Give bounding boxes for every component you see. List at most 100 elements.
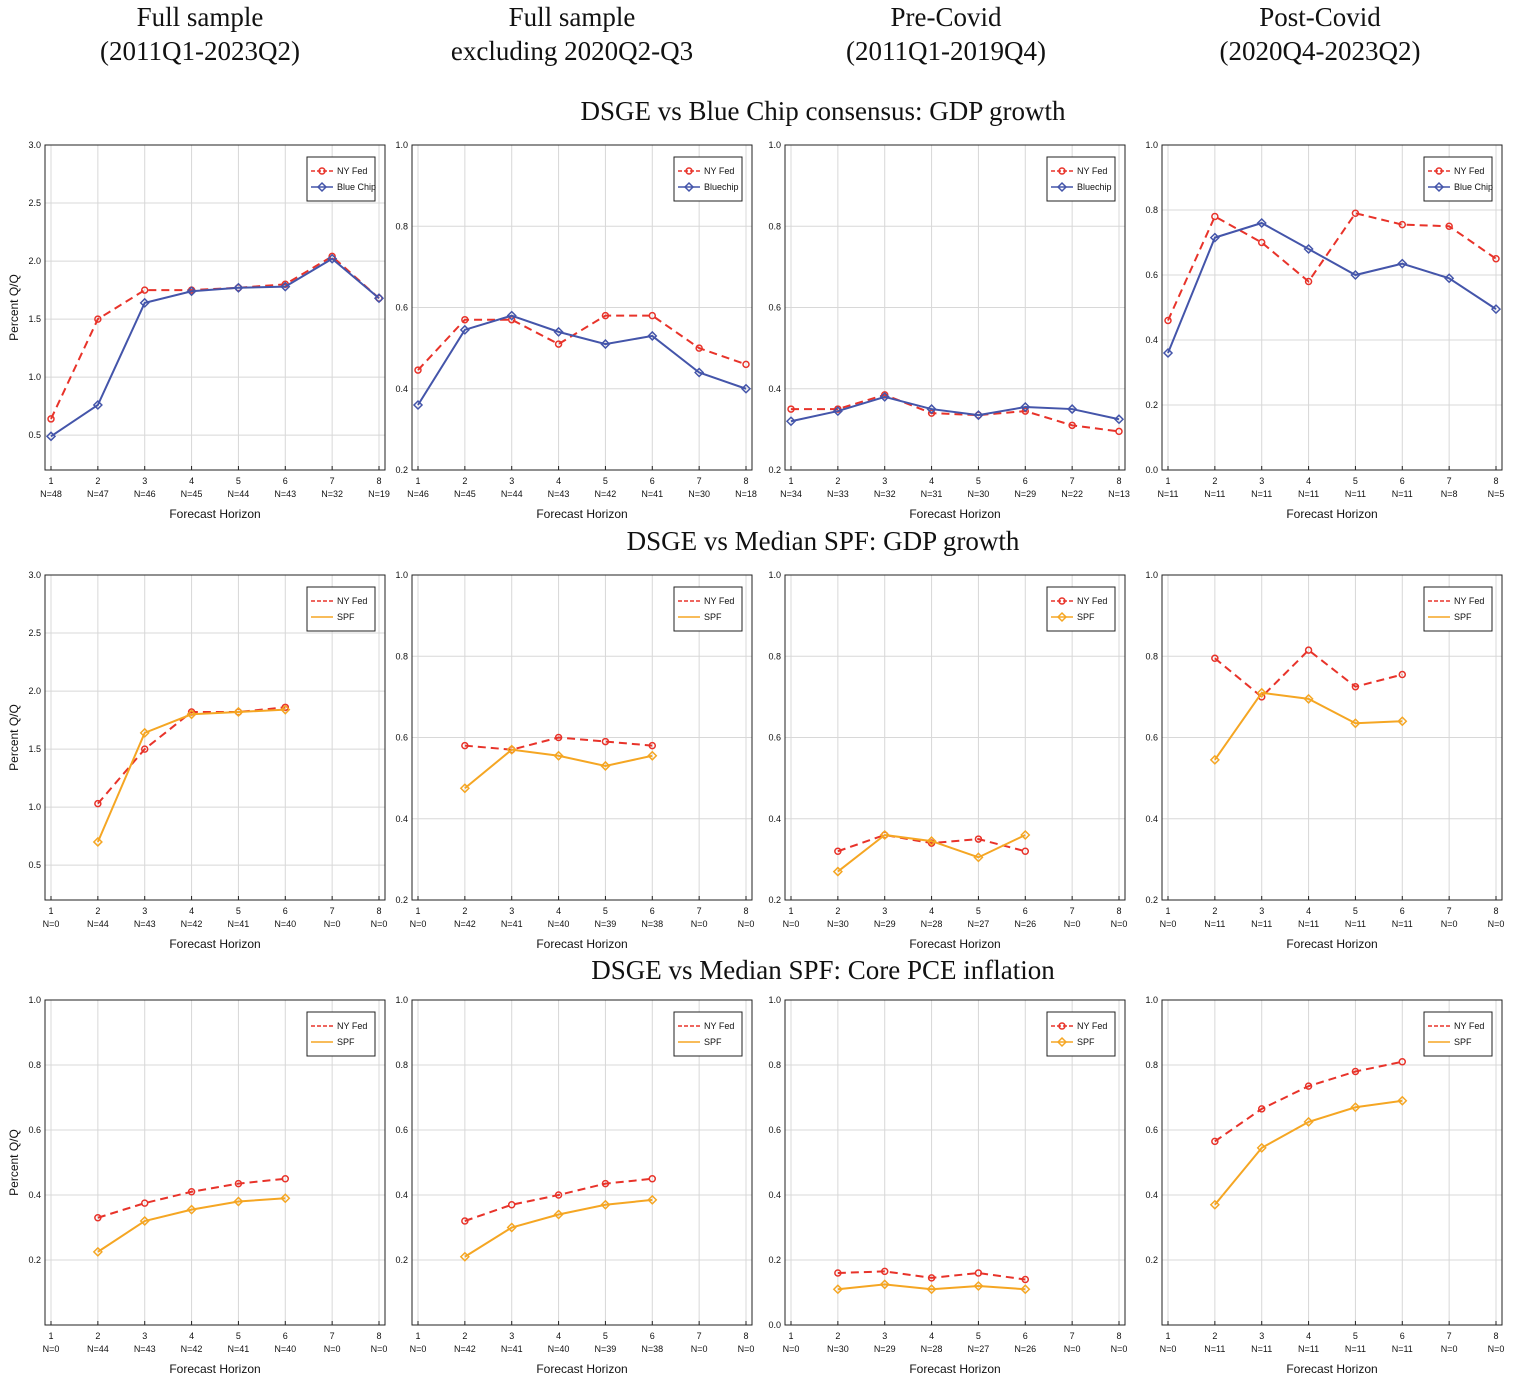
n-label: N=41	[228, 1344, 250, 1354]
y-tick-label: 0.6	[1145, 733, 1158, 743]
n-label: N=0	[783, 919, 800, 929]
marker	[554, 1191, 563, 1199]
y-tick-label: 1.0	[768, 140, 781, 150]
column-header: (2020Q4-2023Q2)	[1220, 36, 1421, 66]
marker	[879, 391, 890, 402]
x-tick-label: 7	[697, 476, 702, 486]
y-tick-label: 0.4	[768, 384, 781, 394]
x-tick-label: 2	[835, 1331, 840, 1341]
n-label: N=34	[780, 489, 802, 499]
y-tick-label: 0.6	[395, 1125, 408, 1135]
y-tick-label: 1.0	[28, 372, 41, 382]
n-label: N=11	[1251, 489, 1272, 499]
n-label: N=11	[1251, 919, 1272, 929]
n-label: N=11	[1298, 1344, 1319, 1354]
marker	[459, 783, 470, 794]
y-tick-label: 0.6	[395, 303, 408, 313]
y-tick-label: 2.0	[28, 256, 41, 266]
series-line	[791, 393, 1120, 433]
column-header: Post-Covid	[1259, 2, 1381, 32]
n-label: N=42	[454, 919, 476, 929]
marker	[785, 416, 797, 427]
n-label: N=39	[595, 1344, 617, 1354]
marker	[233, 706, 244, 718]
x-tick-label: 8	[1116, 1331, 1121, 1341]
n-label: N=38	[641, 1344, 663, 1354]
n-label: N=0	[783, 1344, 800, 1354]
marker	[647, 330, 658, 341]
marker	[554, 340, 563, 348]
marker	[92, 836, 103, 848]
marker	[973, 410, 984, 421]
y-tick-label: 0.8	[395, 1060, 408, 1070]
marker	[1256, 687, 1267, 698]
x-tick-label: 7	[697, 1331, 702, 1341]
x-tick-label: 4	[189, 476, 194, 486]
n-label: N=41	[641, 489, 663, 499]
marker	[45, 431, 57, 442]
n-label: N=26	[1014, 1344, 1036, 1354]
n-label: N=45	[454, 489, 476, 499]
plot-frame	[411, 574, 753, 901]
marker	[1398, 220, 1407, 229]
panel: 0.5 1.0 1.5 2.0 2.5 3.0 1 N=0 2 N=44 3 N=43 4 N=42 5 N=…	[7, 570, 387, 951]
y-tick-label: 0.2	[768, 895, 781, 905]
marker	[1209, 1199, 1220, 1210]
legend-label: Bluechip	[704, 182, 739, 192]
y-tick-label: 0.8	[395, 221, 408, 231]
legend-box	[673, 156, 743, 202]
n-label: N=11	[1392, 1344, 1413, 1354]
panel: 0.2 0.4 0.6 0.8 1.0 1 N=34 2 N=33 3 N=32 4 N=31 5 N=30…	[768, 140, 1129, 521]
marker	[140, 1199, 149, 1207]
marker	[685, 167, 693, 175]
marker	[140, 745, 149, 753]
n-label: N=33	[827, 489, 849, 499]
column-header: Pre-Covid	[891, 2, 1002, 32]
marker	[648, 311, 657, 320]
y-tick-label: 0.2	[395, 1255, 408, 1265]
y-axis-label: Percent Q/Q	[7, 274, 21, 341]
y-tick-label: 0.2	[28, 1255, 41, 1265]
marker	[742, 360, 750, 369]
n-label: N=30	[827, 919, 849, 929]
series-line	[97, 706, 286, 805]
marker	[926, 404, 937, 415]
n-label: N=0	[738, 1344, 755, 1354]
marker	[94, 315, 102, 323]
n-label: N=0	[691, 1344, 708, 1354]
marker	[973, 852, 984, 863]
x-tick-label: 6	[283, 906, 288, 916]
x-tick-label: 3	[142, 906, 147, 916]
marker	[694, 367, 705, 378]
marker	[1113, 414, 1125, 425]
y-tick-label: 2.5	[28, 198, 41, 208]
x-tick-label: 2	[95, 1331, 100, 1341]
x-tick-label: 1	[48, 1331, 53, 1341]
legend-label: SPF	[1454, 1037, 1472, 1047]
y-tick-label: 1.0	[395, 995, 408, 1005]
marker	[927, 1274, 936, 1282]
x-tick-label: 5	[1353, 476, 1358, 486]
series-line	[790, 395, 1120, 423]
marker	[92, 399, 103, 411]
legend-label: NY Fed	[1077, 166, 1107, 176]
x-tick-label: 5	[236, 476, 241, 486]
marker	[973, 1280, 984, 1292]
marker	[1304, 646, 1313, 654]
n-label: N=41	[228, 919, 250, 929]
panel: 0.0 0.2 0.4 0.6 0.8 1.0 1 N=0 2 N=30 3 N=29 4 N=28 5 N=…	[768, 995, 1127, 1376]
marker	[601, 311, 610, 320]
x-tick-label: 1	[1165, 906, 1170, 916]
marker	[600, 1199, 611, 1210]
y-tick-label: 0.2	[1145, 895, 1158, 905]
y-tick-label: 0.8	[768, 1060, 781, 1070]
marker	[47, 415, 55, 423]
y-tick-label: 1.0	[28, 802, 41, 812]
marker	[1021, 407, 1030, 415]
n-label: N=43	[548, 489, 570, 499]
series-line	[464, 748, 653, 790]
legend-label: Blue Chip	[1454, 182, 1493, 192]
x-tick-label: 7	[697, 906, 702, 916]
x-tick-label: 3	[509, 1331, 514, 1341]
marker	[1303, 1116, 1314, 1127]
